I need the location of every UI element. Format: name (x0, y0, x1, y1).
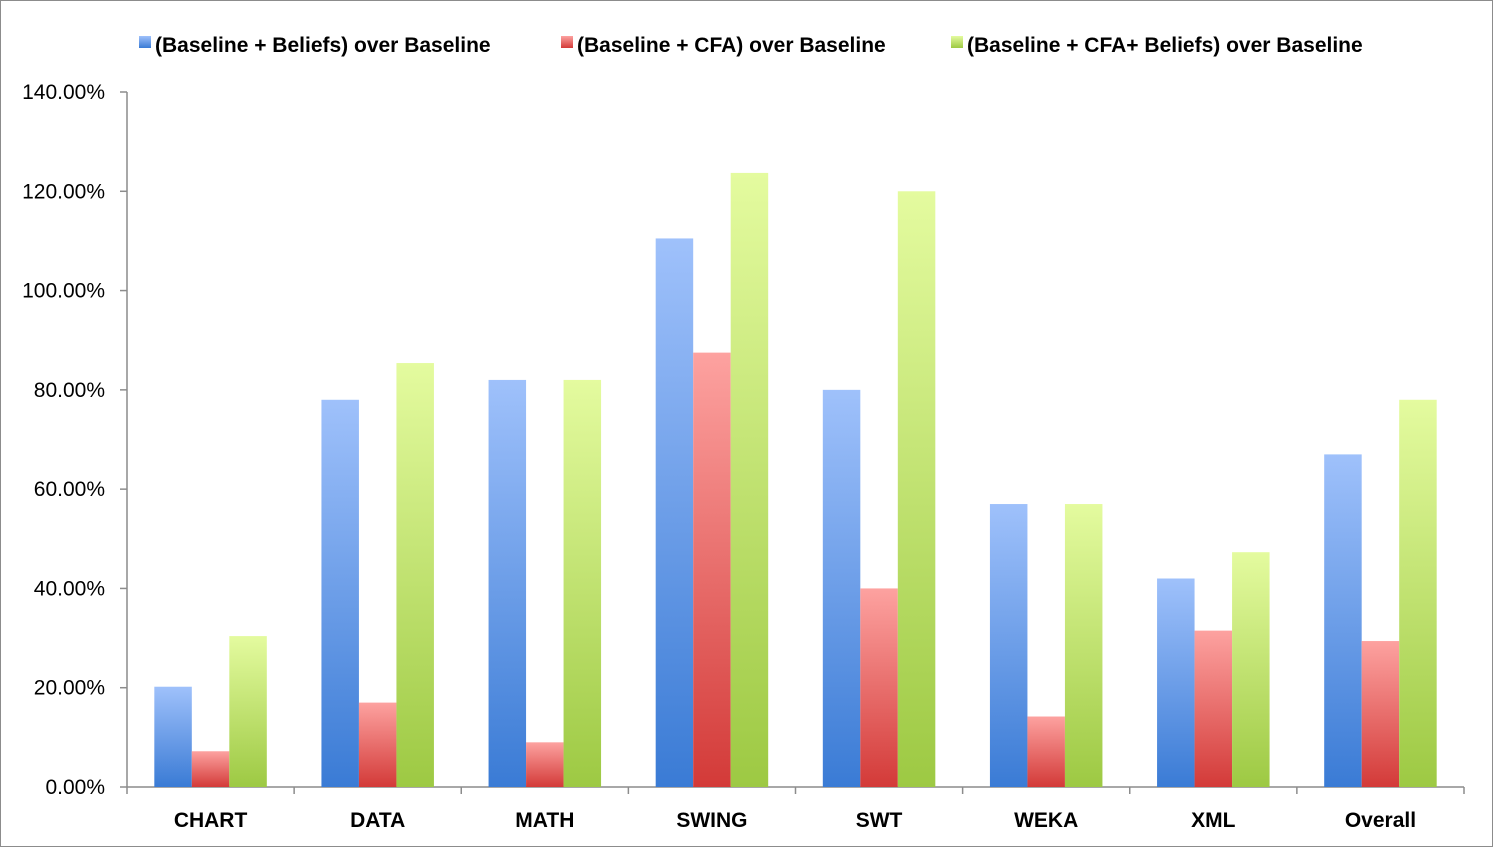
bar-series-1-xml (1157, 578, 1195, 787)
x-axis: CHART DATA MATH SWING SWT WEKA XML Overall (126, 786, 1465, 832)
bar-series-1-overall (1324, 454, 1362, 787)
bar-series-3-swing (730, 172, 769, 788)
x-category-label: SWING (676, 809, 747, 832)
bar-series-1-math (488, 379, 527, 787)
bar-series-1-chart (154, 686, 192, 787)
y-tick-label: 120.00% (22, 180, 105, 203)
bar-series-3-xml (1232, 552, 1270, 787)
legend-item-3: (Baseline + CFA+ Beliefs) over Baseline (951, 34, 1363, 57)
y-tick-label: 20.00% (34, 677, 105, 700)
legend-swatch (951, 36, 963, 48)
bar-series-2-data (358, 702, 397, 787)
bar-series-3-weka (1064, 504, 1103, 787)
bar-series-3-overall (1399, 399, 1437, 787)
x-category-label: MATH (515, 809, 574, 832)
y-tick-label: 140.00% (22, 81, 105, 104)
bar-series-3-swt (897, 191, 936, 788)
bar-series-3-data (396, 363, 434, 787)
bar-series-1-weka (989, 504, 1028, 787)
x-category-label: WEKA (1014, 809, 1078, 832)
bar-series-3-math (563, 379, 602, 787)
legend-label: (Baseline + Beliefs) over Baseline (155, 34, 491, 57)
y-tick-label: 40.00% (34, 577, 105, 600)
bar-series-2-overall (1361, 641, 1400, 787)
bar-series-2-swing (693, 352, 731, 787)
x-category-label: XML (1191, 809, 1236, 832)
legend-item-1: (Baseline + Beliefs) over Baseline (139, 34, 491, 57)
bar-series-1-swing (655, 238, 694, 788)
bar-series-2-xml (1194, 630, 1233, 787)
legend: (Baseline + Beliefs) over Baseline (Basel… (139, 34, 1363, 57)
bar-series-3-chart (229, 636, 267, 787)
bar-series-2-swt (860, 588, 898, 787)
y-tick-label: 80.00% (34, 379, 105, 402)
legend-swatch (139, 36, 151, 48)
y-tick-label: 0.00% (45, 776, 105, 799)
x-category-label: SWT (856, 809, 903, 832)
legend-swatch (561, 36, 573, 48)
legend-item-2: (Baseline + CFA) over Baseline (561, 34, 886, 57)
y-tick-label: 60.00% (34, 478, 105, 501)
bar-series-1-swt (822, 389, 861, 787)
y-axis: 0.00% 20.00% 40.00% 60.00% 80.00% 100.00% 120.… (22, 81, 128, 799)
bar-series-2-math (526, 742, 564, 787)
x-category-label: DATA (350, 809, 405, 832)
legend-label: (Baseline + CFA+ Beliefs) over Baseline (967, 34, 1363, 57)
x-category-label: Overall (1345, 809, 1416, 832)
bar-series-2-chart (191, 751, 230, 787)
x-category-label: CHART (174, 809, 248, 832)
y-tick-label: 100.00% (22, 280, 105, 303)
bar-series-2-weka (1027, 716, 1065, 787)
legend-label: (Baseline + CFA) over Baseline (577, 34, 886, 57)
bar-series-1-data (321, 399, 359, 787)
bars (154, 172, 1437, 788)
